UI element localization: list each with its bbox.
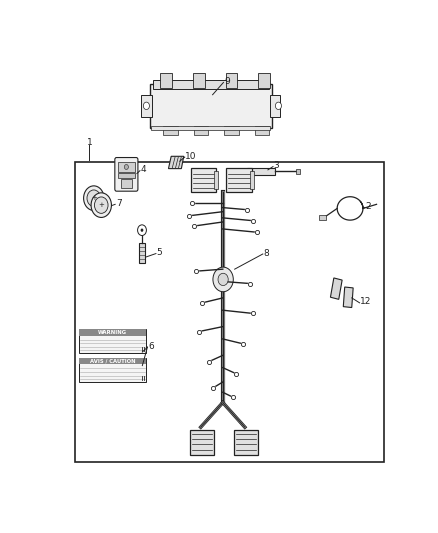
Bar <box>141 95 152 117</box>
Circle shape <box>87 190 101 206</box>
Bar <box>78 358 146 382</box>
Circle shape <box>213 267 233 292</box>
Circle shape <box>124 165 128 169</box>
Bar <box>255 126 269 135</box>
Text: WARNING: WARNING <box>98 330 127 335</box>
Circle shape <box>91 193 111 217</box>
Text: +: + <box>98 202 104 208</box>
Bar <box>118 162 134 172</box>
Bar <box>150 84 272 127</box>
Bar <box>296 169 300 174</box>
Bar <box>160 74 172 88</box>
Circle shape <box>95 197 108 213</box>
Bar <box>330 278 342 300</box>
Bar <box>191 168 216 192</box>
Bar <box>120 179 132 188</box>
Bar <box>318 215 326 220</box>
Bar <box>78 329 146 336</box>
Bar <box>233 430 258 455</box>
Bar <box>152 126 270 130</box>
Bar <box>78 329 146 353</box>
Text: 9: 9 <box>224 77 230 86</box>
Bar <box>214 171 218 189</box>
Bar <box>190 430 214 455</box>
Bar <box>118 173 134 177</box>
Circle shape <box>276 102 282 109</box>
Text: 2: 2 <box>365 203 371 211</box>
Circle shape <box>143 102 149 109</box>
Bar <box>247 168 276 175</box>
Bar <box>258 74 270 88</box>
Bar <box>153 80 268 90</box>
Bar <box>139 243 145 263</box>
Polygon shape <box>169 156 184 168</box>
Text: 5: 5 <box>156 248 162 257</box>
Text: AVIS / CAUTION: AVIS / CAUTION <box>90 359 135 364</box>
Text: 7: 7 <box>116 199 122 208</box>
Text: 12: 12 <box>360 297 371 306</box>
Bar <box>75 163 384 462</box>
Bar <box>193 74 205 88</box>
Bar <box>163 126 178 135</box>
Circle shape <box>84 186 104 211</box>
Text: 3: 3 <box>274 161 279 170</box>
Bar <box>194 126 208 135</box>
Bar <box>78 358 146 365</box>
Bar <box>224 126 239 135</box>
Bar <box>226 74 237 88</box>
Circle shape <box>141 229 143 232</box>
Text: 1: 1 <box>87 138 93 147</box>
Text: 4: 4 <box>141 165 146 174</box>
FancyBboxPatch shape <box>115 158 138 191</box>
Circle shape <box>218 273 228 286</box>
Text: +: + <box>91 195 97 201</box>
Bar <box>343 287 353 308</box>
Bar <box>270 95 280 117</box>
Text: 10: 10 <box>185 152 197 161</box>
Text: 6: 6 <box>148 342 154 351</box>
Circle shape <box>138 225 146 236</box>
Bar <box>226 168 251 192</box>
Bar <box>250 171 254 189</box>
Text: 8: 8 <box>264 249 269 258</box>
